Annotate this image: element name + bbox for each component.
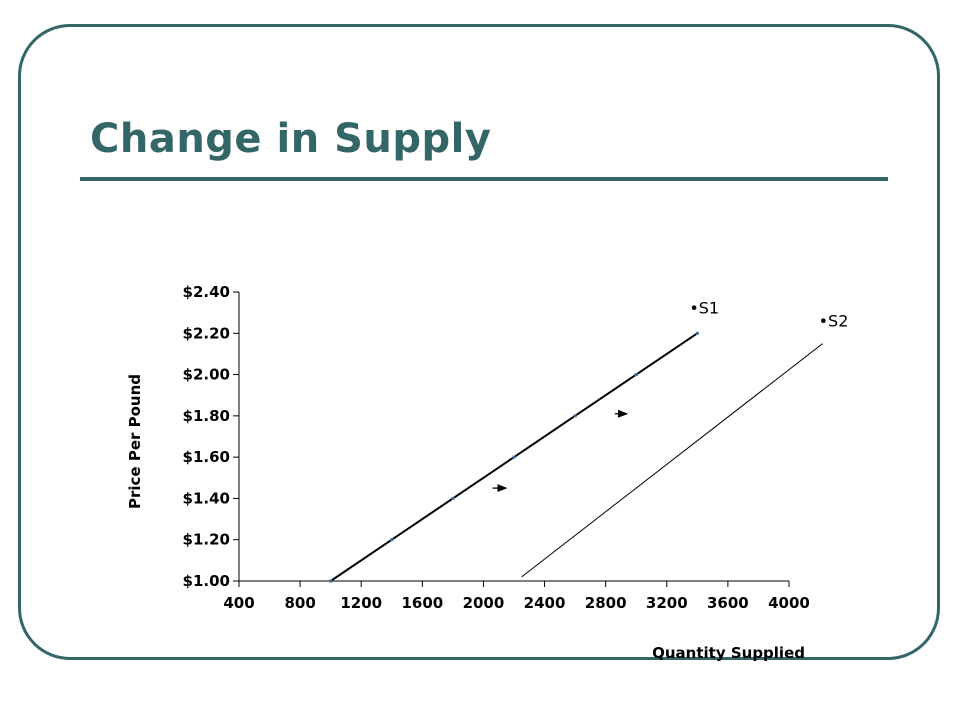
x-tick-label: 400 xyxy=(223,594,254,612)
axes xyxy=(233,291,790,587)
data-point xyxy=(634,373,638,377)
y-tick-label: $2.40 xyxy=(183,283,230,301)
x-axis-title: Quantity Supplied xyxy=(652,644,805,662)
data-point xyxy=(329,579,333,583)
series-lines: •S1 •S2 xyxy=(329,298,849,583)
y-tick-label: $2.00 xyxy=(183,366,230,384)
shift-arrows xyxy=(492,409,629,493)
data-point xyxy=(390,538,394,542)
x-tick-label: 3200 xyxy=(646,594,688,612)
y-tick-label: $1.60 xyxy=(183,448,230,466)
data-point xyxy=(573,414,577,418)
y-axis-title: Price Per Pound xyxy=(126,374,144,509)
slide-title: Change in Supply xyxy=(90,116,492,162)
data-point xyxy=(695,331,699,335)
axis-titles: Quantity Supplied Price Per Pound xyxy=(126,374,805,662)
x-tick-label: 1600 xyxy=(401,594,443,612)
tick-labels: $1.00 $1.20 $1.40 $1.60 $1.80 $2.00 $2.20 $2.40… xyxy=(183,283,810,612)
series-label-s2: •S2 xyxy=(819,312,849,331)
data-point xyxy=(451,496,455,500)
slide-frame xyxy=(18,24,940,660)
y-tick-label: $1.80 xyxy=(183,407,230,425)
y-tick-label: $1.40 xyxy=(183,489,230,507)
x-tick-label: 3600 xyxy=(707,594,749,612)
x-tick-label: 2400 xyxy=(524,594,566,612)
title-rule xyxy=(80,177,888,181)
x-tick-label: 1200 xyxy=(340,594,382,612)
y-tick-label: $1.20 xyxy=(183,531,230,549)
y-tick-label: $1.00 xyxy=(183,572,230,590)
x-tick-label: 2000 xyxy=(463,594,505,612)
series-line-s2 xyxy=(521,343,823,578)
x-tick-label: 800 xyxy=(284,594,315,612)
x-tick-label: 2800 xyxy=(585,594,627,612)
y-tick-label: $2.20 xyxy=(183,324,230,342)
data-point xyxy=(512,455,516,459)
series-label-s1: •S1 xyxy=(689,298,719,317)
x-tick-label: 4000 xyxy=(768,594,810,612)
